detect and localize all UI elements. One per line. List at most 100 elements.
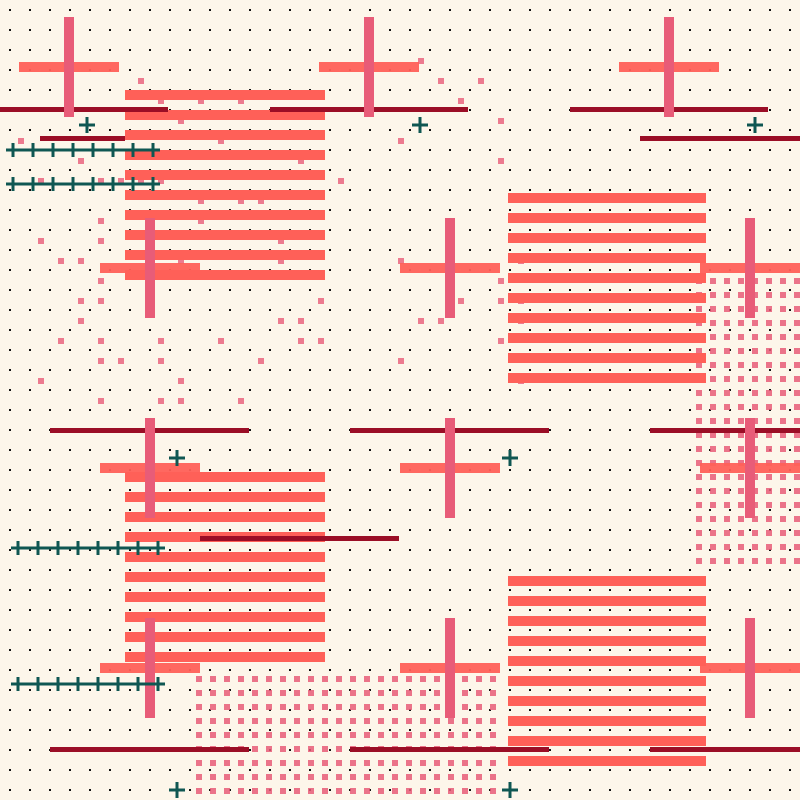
teal-plus-v xyxy=(508,782,512,798)
scatter-square xyxy=(158,398,164,404)
grid-dot xyxy=(69,189,71,191)
field-dot xyxy=(738,292,744,298)
crimson-rule xyxy=(0,107,168,112)
field-dot xyxy=(766,376,772,382)
grid-dot xyxy=(789,69,791,71)
grid-dot xyxy=(129,409,131,411)
grid-dot xyxy=(489,609,491,611)
grid-dot xyxy=(249,569,251,571)
grid-dot xyxy=(109,349,111,351)
field-dot xyxy=(794,278,800,284)
grid-dot xyxy=(129,569,131,571)
grid-dot xyxy=(169,369,171,371)
grid-dot xyxy=(389,609,391,611)
grid-dot xyxy=(289,489,291,491)
grid-dot xyxy=(269,489,271,491)
field-dot xyxy=(794,376,800,382)
field-dot xyxy=(434,774,440,780)
grid-dot xyxy=(249,769,251,771)
grid-dot xyxy=(469,309,471,311)
grid-dot xyxy=(569,469,571,471)
field-dot xyxy=(794,292,800,298)
grid-dot xyxy=(349,409,351,411)
grid-dot xyxy=(709,209,711,211)
grid-dot xyxy=(9,669,11,671)
grid-dot xyxy=(729,649,731,651)
grid-dot xyxy=(309,509,311,511)
grid-dot xyxy=(649,509,651,511)
grid-dot xyxy=(469,249,471,251)
grid-dot xyxy=(349,449,351,451)
grid-dot xyxy=(29,469,31,471)
grid-dot xyxy=(289,449,291,451)
grid-dot xyxy=(89,129,91,131)
grid-dot xyxy=(449,609,451,611)
grid-dot xyxy=(549,89,551,91)
field-dot xyxy=(392,788,398,794)
grid-dot xyxy=(589,369,591,371)
grid-dot xyxy=(669,649,671,651)
stripe xyxy=(125,250,325,260)
grid-dot xyxy=(689,449,691,451)
grid-dot xyxy=(209,389,211,391)
field-dot xyxy=(738,516,744,522)
grid-dot xyxy=(429,309,431,311)
grid-dot xyxy=(89,369,91,371)
grid-dot xyxy=(589,769,591,771)
grid-dot xyxy=(429,549,431,551)
grid-dot xyxy=(729,569,731,571)
grid-dot xyxy=(89,729,91,731)
grid-dot xyxy=(729,69,731,71)
grid-dot xyxy=(609,389,611,391)
grid-dot xyxy=(189,369,191,371)
grid-dot xyxy=(9,469,11,471)
grid-dot xyxy=(609,409,611,411)
grid-dot xyxy=(69,349,71,351)
field-dot xyxy=(434,676,440,682)
grid-dot xyxy=(389,369,391,371)
field-dot xyxy=(752,390,758,396)
grid-dot xyxy=(29,29,31,31)
grid-dot xyxy=(69,129,71,131)
grid-dot xyxy=(469,69,471,71)
grid-dot xyxy=(109,509,111,511)
grid-dot xyxy=(609,729,611,731)
field-dot xyxy=(780,278,786,284)
grid-dot xyxy=(349,349,351,351)
field-dot xyxy=(724,376,730,382)
grid-dot xyxy=(609,689,611,691)
grid-dot xyxy=(429,69,431,71)
field-dot xyxy=(780,502,786,508)
grid-dot xyxy=(229,69,231,71)
grid-dot xyxy=(709,569,711,571)
grid-dot xyxy=(89,789,91,791)
grid-dot xyxy=(669,489,671,491)
grid-dot xyxy=(9,509,11,511)
grid-dot xyxy=(529,589,531,591)
field-dot xyxy=(766,418,772,424)
grid-dot xyxy=(209,549,211,551)
grid-dot xyxy=(469,789,471,791)
scatter-square xyxy=(158,358,164,364)
field-dot xyxy=(696,348,702,354)
grid-dot xyxy=(409,9,411,11)
grid-dot xyxy=(729,29,731,31)
grid-dot xyxy=(9,349,11,351)
scatter-square xyxy=(78,158,84,164)
grid-dot xyxy=(629,329,631,331)
field-dot xyxy=(724,348,730,354)
grid-dot xyxy=(789,609,791,611)
grid-dot xyxy=(569,389,571,391)
grid-dot xyxy=(229,569,231,571)
cross-12 xyxy=(700,618,800,718)
stripe xyxy=(125,210,325,220)
grid-dot xyxy=(569,629,571,631)
grid-dot xyxy=(789,109,791,111)
grid-dot xyxy=(609,149,611,151)
grid-dot xyxy=(209,49,211,51)
field-dot xyxy=(238,774,244,780)
grid-dot xyxy=(189,649,191,651)
grid-dot xyxy=(409,309,411,311)
field-dot xyxy=(336,774,342,780)
grid-dot xyxy=(109,789,111,791)
